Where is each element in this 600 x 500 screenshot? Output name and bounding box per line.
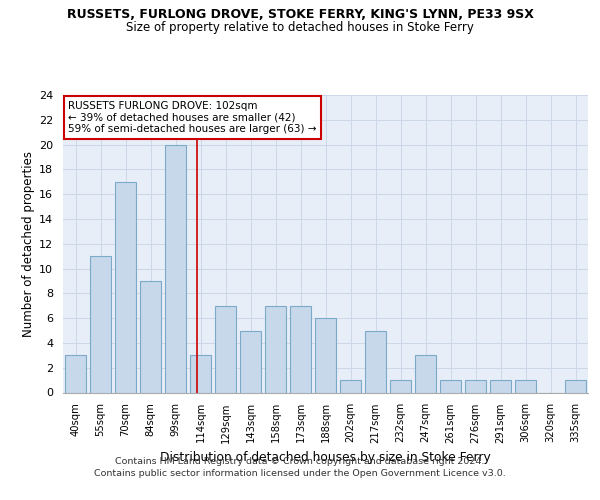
Bar xyxy=(215,306,236,392)
Bar xyxy=(265,306,286,392)
Bar xyxy=(315,318,336,392)
Bar xyxy=(240,330,261,392)
Bar xyxy=(190,356,211,393)
Bar xyxy=(515,380,536,392)
Bar xyxy=(90,256,111,392)
Text: Size of property relative to detached houses in Stoke Ferry: Size of property relative to detached ho… xyxy=(126,21,474,34)
Bar xyxy=(365,330,386,392)
Bar xyxy=(440,380,461,392)
Bar xyxy=(65,356,86,393)
Bar xyxy=(340,380,361,392)
Bar xyxy=(290,306,311,392)
Bar xyxy=(465,380,486,392)
Bar xyxy=(140,281,161,392)
Bar xyxy=(165,144,186,392)
X-axis label: Distribution of detached houses by size in Stoke Ferry: Distribution of detached houses by size … xyxy=(160,451,491,464)
Bar xyxy=(415,356,436,393)
Text: Contains HM Land Registry data © Crown copyright and database right 2024.: Contains HM Land Registry data © Crown c… xyxy=(115,458,485,466)
Text: RUSSETS, FURLONG DROVE, STOKE FERRY, KING'S LYNN, PE33 9SX: RUSSETS, FURLONG DROVE, STOKE FERRY, KIN… xyxy=(67,8,533,20)
Text: RUSSETS FURLONG DROVE: 102sqm
← 39% of detached houses are smaller (42)
59% of s: RUSSETS FURLONG DROVE: 102sqm ← 39% of d… xyxy=(68,101,317,134)
Y-axis label: Number of detached properties: Number of detached properties xyxy=(22,151,35,337)
Text: Contains public sector information licensed under the Open Government Licence v3: Contains public sector information licen… xyxy=(94,468,506,477)
Bar xyxy=(115,182,136,392)
Bar xyxy=(390,380,411,392)
Bar xyxy=(490,380,511,392)
Bar xyxy=(565,380,586,392)
